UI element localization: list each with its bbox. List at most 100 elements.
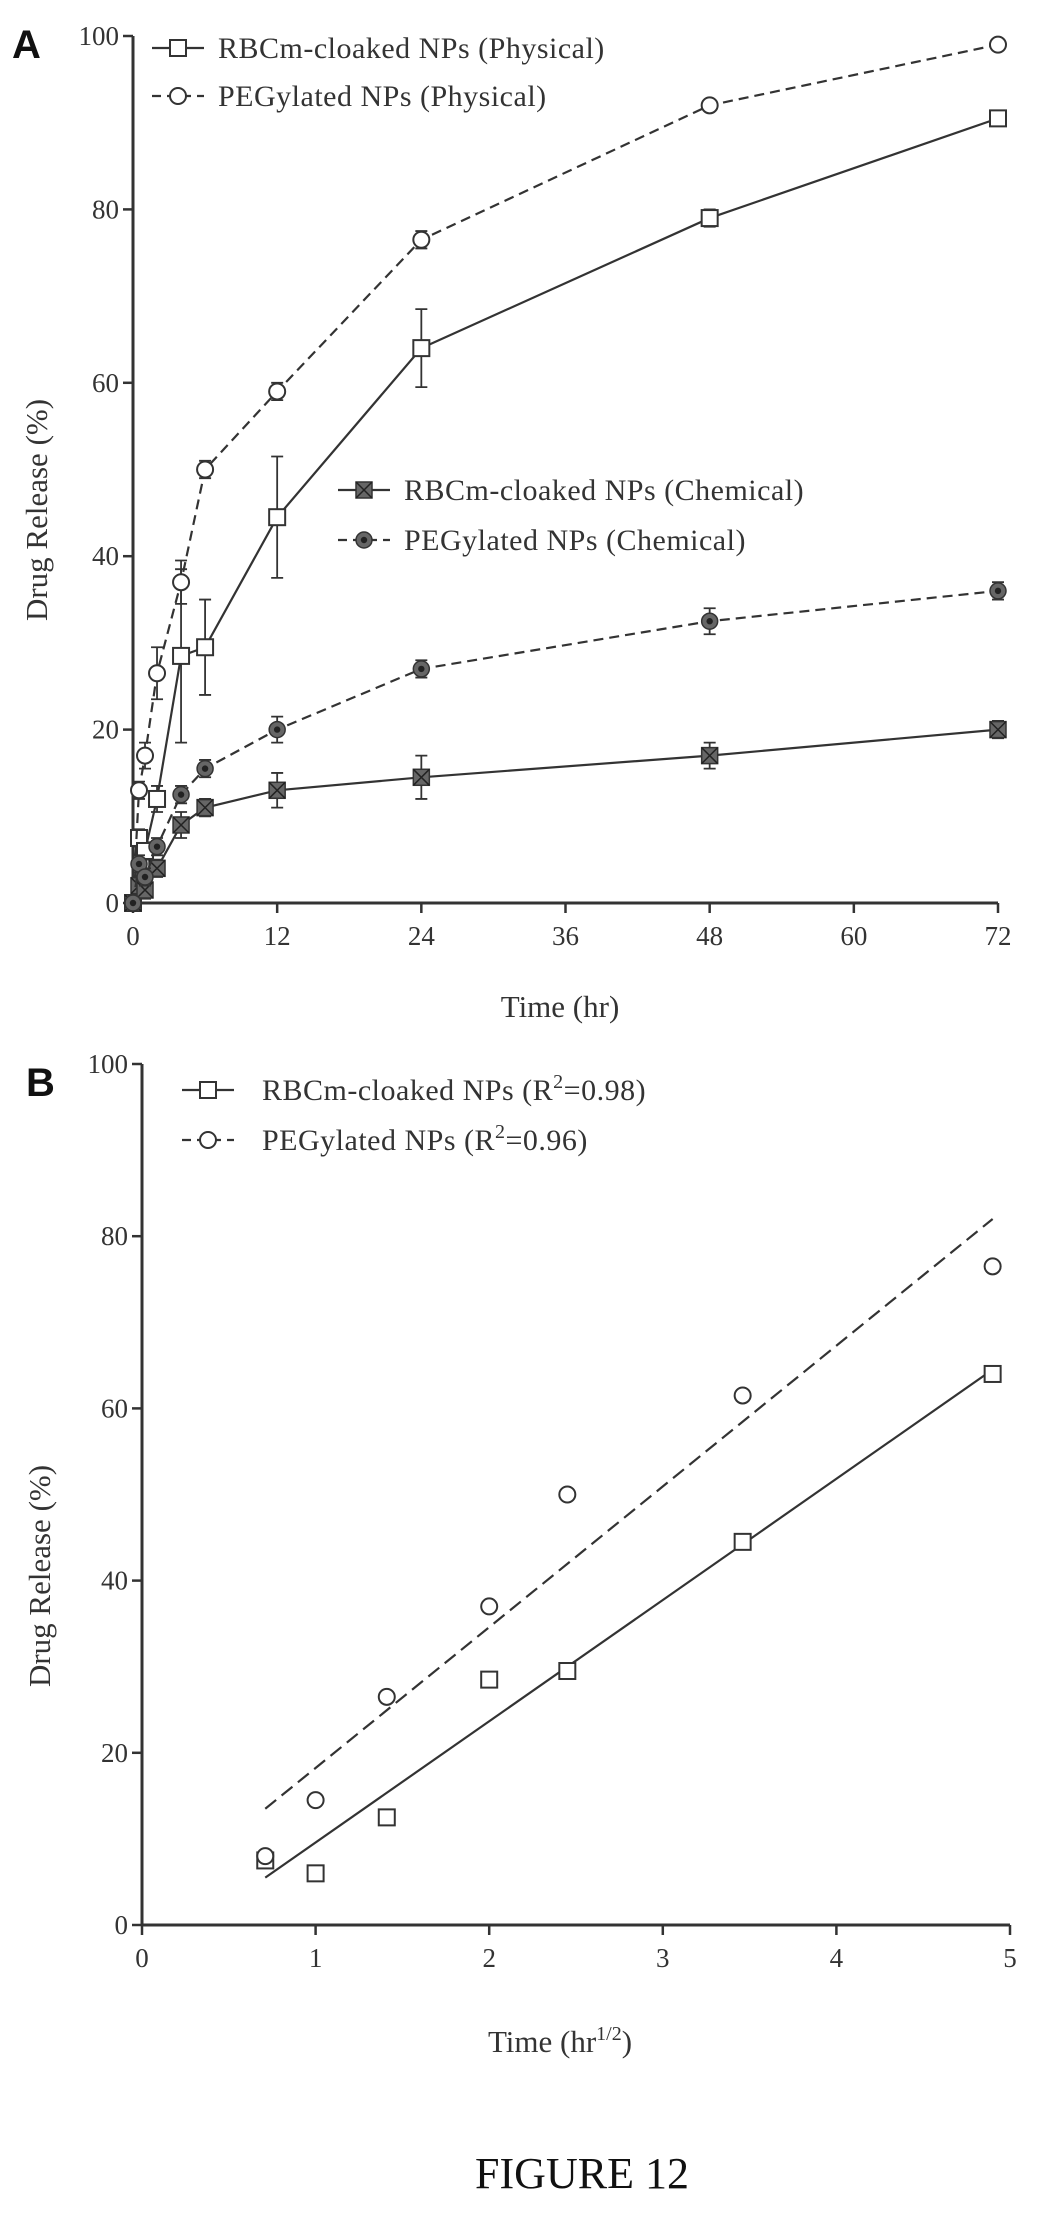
panel-a-data-point-dot [141, 873, 149, 881]
panel-a-data-point [172, 816, 190, 834]
panel-a-data-point-cross [172, 816, 190, 834]
panel-a-data-point-dot [153, 843, 161, 850]
panel-b-legend-item-2-label-main: PEGylated NPs (R [262, 1124, 495, 1157]
panel-a-data-point-dot [706, 618, 713, 625]
panel-b-data-point [558, 1485, 577, 1504]
panel-a-data-marks [124, 35, 1007, 912]
panel-a-data-point [268, 382, 287, 401]
panel-a-data-point [700, 209, 719, 228]
panel-a-series-1 [124, 109, 1007, 912]
panel-a-data-point [412, 660, 431, 678]
panel-b-axes: 0 20 40 60 80 100 0 1 2 3 4 5 [88, 1049, 1017, 1973]
panel-b-data-point [480, 1670, 499, 1689]
panel-a-legend-item-1-label: RBCm-cloaked NPs (Physical) [218, 32, 605, 65]
panel-a-data-point [700, 746, 719, 765]
panel-b-letter: B [26, 1061, 55, 1105]
panel-b-legend-item-1-label-sup: 2 [553, 1071, 564, 1093]
panel-a-y-tick-label: 20 [92, 715, 119, 745]
panel-a-data-point [196, 798, 214, 817]
panel-a-legend-item-4-marker-dot [360, 536, 368, 544]
panel-a-data-point-dot [135, 860, 143, 868]
panel-b-x-axis-title-main: Time (hr [488, 2024, 597, 2059]
panel-a-legend-physical: RBCm-cloaked NPs (Physical) PEGylated NPs… [152, 32, 605, 113]
panel-b-data-marks [256, 1218, 1002, 1883]
panel-b-data-point [983, 1364, 1002, 1383]
panel-a-data-point-cross [412, 768, 430, 786]
panel-b-data-point [306, 1791, 325, 1810]
panel-a-y-tick-label: 100 [79, 21, 120, 51]
panel-b-data-point [733, 1386, 752, 1405]
panel-a-x-tick-label: 36 [552, 921, 579, 951]
panel-b-legend-item-2-label-sup: 2 [495, 1121, 506, 1143]
panel-b-y-tick-label: 0 [115, 1910, 129, 1940]
panel-a-data-point [268, 781, 286, 800]
panel-b-data-point [256, 1847, 275, 1866]
panel-a-data-point [268, 720, 286, 739]
panel-a-series-line [131, 43, 999, 904]
panel-a-data-point [172, 785, 190, 804]
panel-a-legend-item-3-marker-cross [355, 481, 373, 499]
panel-a-data-point-cross [136, 881, 154, 899]
panel-a-legend-item-4-marker [355, 531, 373, 549]
panel-a-data-point [196, 460, 215, 479]
panel-b-y-tick-label: 80 [101, 1221, 128, 1251]
panel-a-x-tick-label: 72 [985, 921, 1012, 951]
panel-a-legend-item-2-marker [169, 87, 187, 105]
panel-b-data-point [983, 1257, 1002, 1276]
panel-a-legend-item-4-label: PEGylated NPs (Chemical) [404, 524, 746, 557]
panel-a-data-point [148, 789, 167, 808]
panel-a-data-point [989, 35, 1007, 54]
panel-b-legend-item-2-label: PEGylated NPs (R2=0.96) [262, 1121, 588, 1157]
panel-a-data-point [172, 646, 191, 665]
panel-a-data-point [989, 582, 1007, 600]
panel-a-y-tick-label: 60 [92, 368, 119, 398]
panel-a-x-tick-label: 60 [840, 921, 867, 951]
panel-a-data-point-dot [129, 899, 137, 907]
panel-a-data-point [700, 96, 719, 115]
panel-a-x-tick-label: 12 [264, 921, 291, 951]
panel-b-y-tick-label: 20 [101, 1738, 128, 1768]
panel-a-legend-item-1-marker [169, 39, 187, 57]
panel-b-x-axis-title-close: ) [622, 2024, 632, 2059]
panel-a-y-tick-label: 40 [92, 541, 119, 571]
panel-a-data-point [136, 868, 154, 886]
panel-b-x-tick-label: 4 [830, 1943, 844, 1973]
panel-a-legend-item-3-label: RBCm-cloaked NPs (Chemical) [404, 474, 804, 507]
panel-b-legend-item-1-marker [199, 1081, 217, 1099]
panel-a-series-4 [124, 581, 1007, 912]
panel-a-data-point [196, 638, 215, 657]
panel-a-data-point [130, 781, 149, 800]
panel-a-data-point [136, 746, 155, 765]
panel-a-data-point [148, 664, 167, 683]
panel-b-data-point [377, 1808, 396, 1827]
panel-b-data-point [377, 1687, 396, 1706]
panel-a-series-line [131, 728, 999, 904]
panel-b-chart: B 0 20 40 60 80 100 0 1 2 3 4 5 RBCm-cloaked NPs (R… [22, 1049, 1017, 2059]
panel-b-data-point [480, 1597, 499, 1616]
panel-a-data-point [124, 894, 142, 912]
panel-a-data-point [148, 837, 166, 856]
panel-b-fit-line [264, 1368, 994, 1879]
panel-b-x-axis-title: Time (hr1/2) [488, 2023, 632, 2059]
panel-a-data-point [412, 768, 431, 787]
panel-b-legend-item-2-label-tail: =0.96) [506, 1124, 588, 1157]
panel-a-data-point-dot [201, 765, 209, 772]
panel-a-legend-item-2-label: PEGylated NPs (Physical) [218, 80, 547, 113]
panel-b-data-point [733, 1532, 752, 1551]
panel-a-data-point [148, 859, 166, 878]
panel-b-y-tick-label: 60 [101, 1393, 128, 1423]
panel-a-letter: A [12, 23, 41, 67]
panel-a-data-point-dot [177, 791, 185, 798]
panel-b-series-2 [256, 1218, 1002, 1866]
panel-b-x-tick-label: 0 [135, 1943, 149, 1973]
panel-a-data-point [412, 339, 431, 358]
panel-b-data-point [306, 1864, 325, 1883]
panel-a-data-point [268, 508, 287, 527]
panel-a-x-tick-label: 0 [126, 921, 140, 951]
panel-a-data-point [196, 759, 214, 778]
figure-caption: FIGURE 12 [475, 2149, 689, 2198]
panel-a-x-tick-label: 24 [408, 921, 436, 951]
panel-a-data-point [130, 855, 148, 873]
panel-b-x-tick-label: 3 [656, 1943, 670, 1973]
